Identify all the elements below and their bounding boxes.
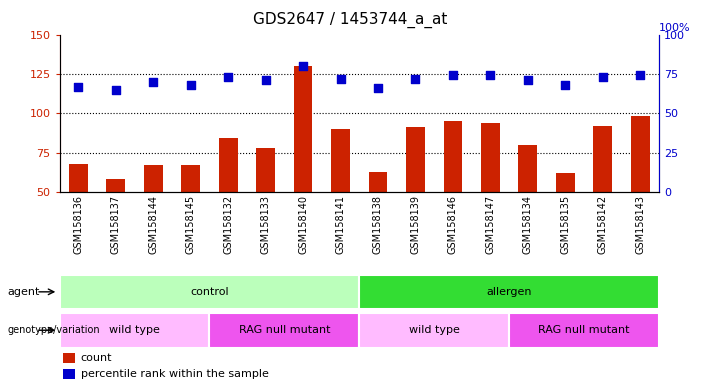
Point <box>559 82 571 88</box>
Point <box>372 85 383 91</box>
Text: GDS2647 / 1453744_a_at: GDS2647 / 1453744_a_at <box>253 12 448 28</box>
Bar <box>406 127 425 192</box>
Bar <box>62 353 74 363</box>
Bar <box>444 121 462 192</box>
Bar <box>481 123 500 192</box>
Bar <box>182 165 200 192</box>
Point <box>597 74 608 80</box>
Point <box>447 73 458 79</box>
Text: wild type: wild type <box>409 325 460 335</box>
Bar <box>210 313 359 348</box>
Bar <box>331 129 350 192</box>
Bar <box>359 275 659 309</box>
Point <box>185 82 196 88</box>
Bar <box>219 139 238 192</box>
Bar <box>62 369 74 379</box>
Text: count: count <box>81 353 112 363</box>
Point <box>110 87 121 93</box>
Text: RAG null mutant: RAG null mutant <box>238 325 330 335</box>
Text: RAG null mutant: RAG null mutant <box>538 325 629 335</box>
Bar <box>257 148 275 192</box>
Point <box>634 73 646 79</box>
Bar <box>294 66 313 192</box>
Point <box>485 73 496 79</box>
Bar <box>509 313 659 348</box>
Point <box>410 76 421 82</box>
Bar <box>60 275 359 309</box>
Text: 100%: 100% <box>659 23 690 33</box>
Text: control: control <box>190 287 229 297</box>
Bar <box>60 313 210 348</box>
Bar <box>359 313 509 348</box>
Bar <box>144 165 163 192</box>
Point <box>297 63 308 69</box>
Bar <box>107 179 125 192</box>
Point <box>522 77 533 83</box>
Point <box>148 79 159 85</box>
Bar <box>631 116 650 192</box>
Text: agent: agent <box>7 287 39 297</box>
Bar <box>593 126 612 192</box>
Point <box>222 74 233 80</box>
Text: allergen: allergen <box>486 287 532 297</box>
Bar <box>556 173 575 192</box>
Text: wild type: wild type <box>109 325 160 335</box>
Text: genotype/variation: genotype/variation <box>7 325 100 335</box>
Bar <box>519 145 537 192</box>
Point <box>335 76 346 82</box>
Bar <box>369 172 388 192</box>
Text: percentile rank within the sample: percentile rank within the sample <box>81 369 268 379</box>
Point <box>73 83 84 89</box>
Point <box>260 77 271 83</box>
Bar <box>69 164 88 192</box>
